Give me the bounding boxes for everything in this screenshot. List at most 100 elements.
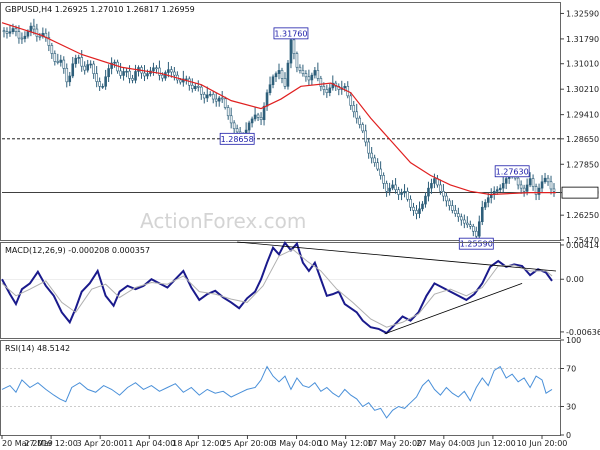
- candle-body: [471, 226, 475, 232]
- candle-body: [29, 25, 33, 32]
- candle-body: [161, 74, 164, 79]
- candle-body: [298, 66, 302, 71]
- x-tick-label: 3 May 04:00: [272, 439, 322, 448]
- y-tick-label: 1.29410: [566, 111, 599, 120]
- candle-body: [256, 114, 260, 118]
- candle-body: [214, 98, 218, 102]
- candle-body: [262, 105, 266, 121]
- candle-body: [23, 35, 27, 39]
- candle-body: [382, 175, 385, 184]
- candle-body: [179, 79, 182, 83]
- last-price-box: [561, 186, 599, 199]
- candle-body: [376, 162, 379, 170]
- panel-frame: [0, 340, 561, 436]
- candle-body: [355, 111, 359, 119]
- candle-body: [343, 86, 347, 89]
- price-annotation-box: [458, 237, 494, 250]
- candle-body: [522, 187, 526, 192]
- candle-body: [71, 63, 75, 77]
- candle-body: [301, 70, 305, 74]
- candle-body: [528, 178, 532, 186]
- candle-body: [460, 216, 463, 221]
- candle-body: [152, 67, 155, 72]
- candle-body: [8, 31, 12, 34]
- y-tick-label: 1.25470: [566, 236, 599, 245]
- macd-trendline: [237, 241, 557, 272]
- candle-body: [406, 191, 409, 200]
- candle-body: [274, 73, 278, 78]
- y-tick-label: 1.32590: [566, 9, 599, 18]
- candle-body: [253, 114, 257, 120]
- candle-body: [226, 107, 230, 117]
- y-tick-label: 70: [566, 365, 576, 374]
- candle-body: [463, 219, 466, 224]
- candle-body: [280, 70, 284, 79]
- candle-body: [122, 71, 125, 76]
- candle-body: [223, 98, 227, 108]
- candle-body: [352, 105, 356, 113]
- candle-body: [101, 86, 104, 88]
- y-tick-label: 1.26250: [566, 211, 599, 220]
- candle-body: [247, 122, 251, 131]
- x-tick-label: 27 May 04:00: [416, 439, 471, 448]
- panel-frame: [0, 242, 561, 339]
- candle-body: [322, 86, 326, 90]
- candle-body: [525, 184, 529, 192]
- candle-body: [304, 73, 308, 78]
- candle-body: [92, 63, 95, 74]
- rsi-line: [1, 365, 553, 419]
- macd-header: MACD(12,26,9) -0.000208 0.000357: [5, 246, 150, 255]
- candle-body: [167, 69, 170, 73]
- x-tick-label: 10 Jun 20:00: [517, 439, 568, 448]
- y-tick-label: 1.31790: [566, 35, 599, 44]
- candle-body: [540, 181, 544, 189]
- candle-body: [173, 71, 176, 76]
- candle-body: [388, 187, 391, 192]
- candle-body: [445, 195, 448, 202]
- candle-body: [191, 84, 194, 90]
- candle-body: [283, 78, 287, 87]
- macd-trendline: [384, 283, 523, 335]
- price-annotation-label: 1.28658: [221, 135, 254, 144]
- candle-body: [107, 68, 110, 78]
- candle-body: [310, 74, 314, 81]
- x-tick-label: 17 May 20:00: [367, 439, 422, 448]
- candle-body: [134, 71, 137, 81]
- y-tick-label: 0.004141: [566, 241, 600, 250]
- candle-body: [220, 97, 224, 100]
- y-tick-label: 0: [566, 431, 571, 440]
- candle-body: [495, 189, 499, 192]
- y-tick-label: 30: [566, 403, 576, 412]
- candle-body: [205, 94, 209, 99]
- candle-body: [370, 152, 373, 159]
- x-tick-label: 3 Jun 12:00: [470, 439, 516, 448]
- candle-body: [143, 72, 146, 77]
- candle-body: [62, 59, 66, 69]
- candle-body: [331, 82, 335, 89]
- price-annotation-box: [273, 27, 309, 40]
- candle-body: [400, 192, 403, 195]
- x-tick-label: 20 Mar 2019: [2, 439, 53, 448]
- candle-body: [53, 53, 57, 62]
- candle-body: [421, 203, 424, 210]
- candle-body: [391, 184, 394, 189]
- y-tick-label: 1.28650: [566, 135, 599, 144]
- candle-body: [448, 200, 451, 206]
- x-tick-label: 11 Apr 04:00: [123, 439, 175, 448]
- candle-body: [373, 157, 376, 163]
- candle-body: [11, 28, 15, 32]
- y-tick-label: 100: [566, 336, 581, 345]
- candle-body: [409, 198, 412, 208]
- watermark: ActionForex.com: [140, 209, 306, 233]
- candle-body: [292, 39, 296, 54]
- macd-signal-line: [1, 248, 553, 328]
- candle-body: [349, 95, 353, 106]
- candle-body: [259, 117, 263, 121]
- candle-body: [295, 53, 299, 68]
- candle-body: [424, 195, 427, 205]
- candle-body: [59, 59, 63, 63]
- candle-body: [483, 202, 487, 208]
- candle-body: [250, 118, 254, 124]
- candle-body: [412, 206, 415, 211]
